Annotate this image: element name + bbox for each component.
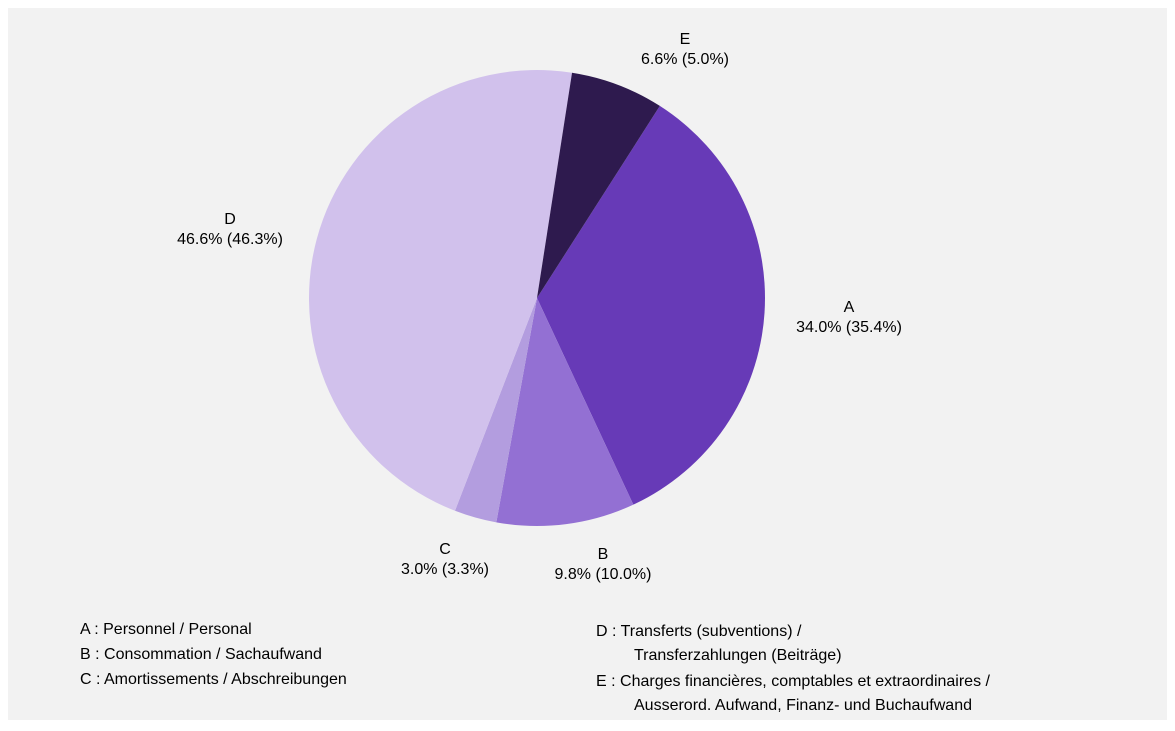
slice-category: C xyxy=(439,541,451,558)
slice-category: A xyxy=(844,299,855,316)
slice-value-label: 3.0% (3.3%) xyxy=(401,561,489,578)
slice-category: E xyxy=(680,31,691,48)
pie-slice xyxy=(309,70,573,511)
legend-entry: E : Charges financières, comptables et e… xyxy=(596,673,991,690)
slice-value-label: 34.0% (35.4%) xyxy=(796,319,902,336)
pie-slice xyxy=(454,298,537,523)
legend-entry: B : Consommation / Sachaufwand xyxy=(80,646,322,663)
legend-entry: D : Transferts (subventions) / xyxy=(596,623,802,640)
slice-value-label: 9.8% (10.0%) xyxy=(555,566,652,583)
legend-entry: Transferzahlungen (Beiträge) xyxy=(634,647,842,664)
slice-value-label: 6.6% (5.0%) xyxy=(641,51,729,68)
pie-slice xyxy=(537,105,765,505)
legend-entry: Ausserord. Aufwand, Finanz- und Buchaufw… xyxy=(634,697,972,714)
slice-category: B xyxy=(598,546,609,563)
slice-category: D xyxy=(224,211,236,228)
legend-entry: C : Amortissements / Abschreibungen xyxy=(80,671,347,688)
pie-slice xyxy=(496,298,634,527)
pie-slice xyxy=(537,72,660,298)
slice-value-label: 46.6% (46.3%) xyxy=(177,231,283,248)
legend-entry: A : Personnel / Personal xyxy=(80,621,252,638)
